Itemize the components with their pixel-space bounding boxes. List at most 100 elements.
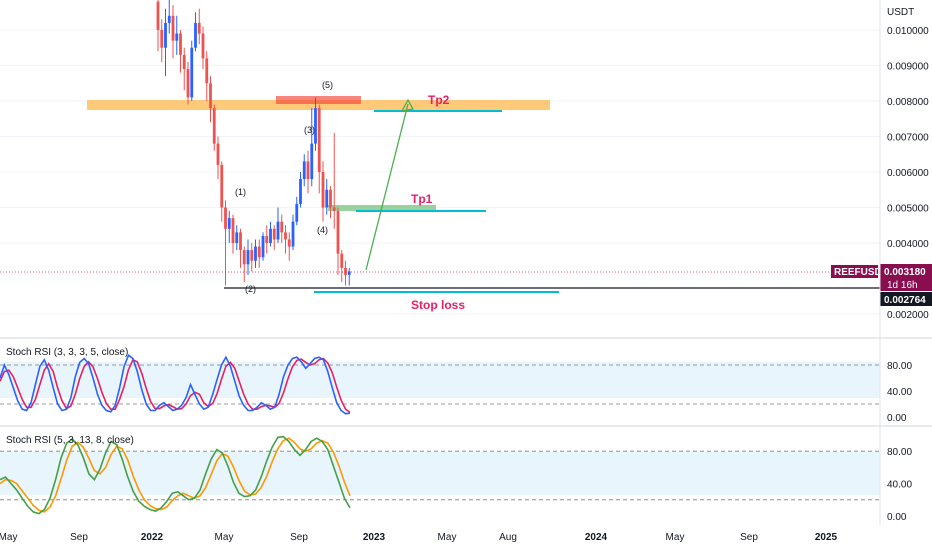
price-tick-label: 0.005000	[887, 204, 929, 215]
candle-body	[284, 232, 287, 240]
time-tick-label: Sep	[290, 532, 308, 543]
time-tick-label: Sep	[740, 532, 758, 543]
projection-arrow	[365, 103, 409, 271]
stoch-level-label: 40.00	[887, 387, 912, 398]
time-tick-label: Sep	[70, 532, 88, 543]
wave-5-zone	[276, 96, 361, 104]
candle-body	[182, 54, 186, 70]
candle-body	[250, 250, 254, 261]
candle-body	[160, 30, 164, 48]
stoch-rsi-1-title: Stoch RSI (3, 3, 3, 5, close)	[6, 347, 128, 358]
candle-body	[167, 15, 171, 23]
candle-body	[156, 1, 160, 30]
candle-body	[194, 22, 197, 48]
price-axis: 0.010000 0.009000 0.008000 0.007000 0.006000…	[887, 26, 929, 321]
candle-body	[197, 22, 201, 34]
candle-body	[317, 108, 321, 172]
price-tick-label: 0.008000	[887, 97, 929, 108]
candle-body	[224, 207, 227, 229]
stoch-level-label: 80.00	[887, 447, 912, 458]
time-tick-label: May	[0, 532, 17, 543]
price-grid	[0, 29, 880, 315]
arrow-head	[400, 98, 415, 112]
stoch-d-line	[0, 437, 351, 513]
price-tick-label: 0.002000	[887, 310, 929, 321]
time-tick-label: 2024	[585, 532, 608, 543]
candle-body	[329, 189, 332, 208]
stoch-rsi-2-pane: 80.00 40.00 0.00	[0, 435, 912, 523]
candle-body	[227, 218, 231, 229]
candle-body	[344, 267, 347, 275]
wave-label-3: (3)	[304, 125, 315, 135]
candle-body	[276, 221, 280, 240]
candle-body	[261, 235, 265, 258]
price-badge	[880, 264, 932, 291]
stoch-rsi-2-band	[0, 452, 880, 495]
candle-body	[235, 232, 239, 243]
candle-body	[295, 203, 299, 222]
candle-body	[216, 143, 220, 165]
candle-body	[332, 207, 336, 212]
wave-label-2: (2)	[245, 284, 256, 294]
symbol-badge	[831, 265, 878, 278]
resistance-zone	[87, 100, 550, 110]
time-tick-label: 2022	[141, 532, 164, 543]
candle-body	[265, 235, 269, 243]
time-tick-label: 2025	[815, 532, 838, 543]
tp2-label: Tp2	[428, 93, 450, 107]
candle-body	[321, 172, 325, 208]
candle-body	[291, 221, 295, 247]
countdown-text: 1d 16h	[887, 280, 918, 291]
stoch-rsi-1-pane: 80.00 40.00 0.00	[0, 354, 912, 424]
candle-body	[269, 228, 272, 243]
candle-body	[310, 143, 314, 180]
candle-body	[287, 239, 291, 247]
stoch-level-label: 0.00	[887, 512, 907, 523]
time-tick-label: May	[215, 532, 234, 543]
candle-body	[314, 108, 317, 144]
price-tick-label: 0.010000	[887, 26, 929, 37]
candle-body	[239, 232, 242, 251]
wave-label-4: (4)	[317, 225, 328, 235]
candle-body	[302, 161, 306, 180]
price-tick-label: 0.006000	[887, 168, 929, 179]
candle-body	[325, 189, 329, 208]
stop-loss-label: Stop loss	[411, 298, 465, 312]
time-tick-label: 2023	[363, 532, 386, 543]
tp1-label: Tp1	[411, 192, 433, 206]
candle-body	[209, 83, 212, 109]
stoch-rsi-2-title: Stoch RSI (5, 3, 13, 8, close)	[6, 435, 134, 446]
stoch-level-label: 80.00	[887, 361, 912, 372]
candle-body	[179, 33, 182, 55]
candle-body	[246, 250, 250, 265]
candle-body	[299, 179, 302, 204]
wave-label-5: (5)	[322, 80, 333, 90]
time-tick-label: May	[438, 532, 457, 543]
candle-body	[242, 250, 246, 265]
candle-body	[212, 108, 216, 144]
candle-body	[164, 22, 167, 48]
time-axis: May Sep 2022 May Sep 2023 May Aug 2024 May Sep 2025	[0, 532, 838, 543]
candle-body	[171, 15, 175, 41]
candle-body	[340, 253, 344, 268]
price-tick-label: 0.007000	[887, 133, 929, 144]
currency-label: USDT	[887, 7, 914, 18]
candle-body	[190, 47, 194, 98]
current-price-text: 0.003180	[884, 267, 926, 278]
stoch-k-line	[0, 435, 351, 515]
stoch-rsi-1-band	[0, 362, 880, 398]
candle-body	[201, 33, 205, 59]
symbol-badge-text: REEFUSDT	[834, 267, 888, 278]
candle-body	[336, 211, 340, 254]
candle-body	[347, 271, 351, 275]
stoch-level-label: 0.00	[887, 413, 907, 424]
stoch-level-label: 40.00	[887, 480, 912, 491]
candle-body	[280, 221, 284, 233]
stoch-d-line	[0, 357, 351, 414]
candle-body	[272, 228, 276, 240]
candle-body	[257, 246, 261, 258]
candles	[156, 0, 351, 286]
time-tick-label: May	[666, 532, 685, 543]
price-tick-label: 0.004000	[887, 239, 929, 250]
